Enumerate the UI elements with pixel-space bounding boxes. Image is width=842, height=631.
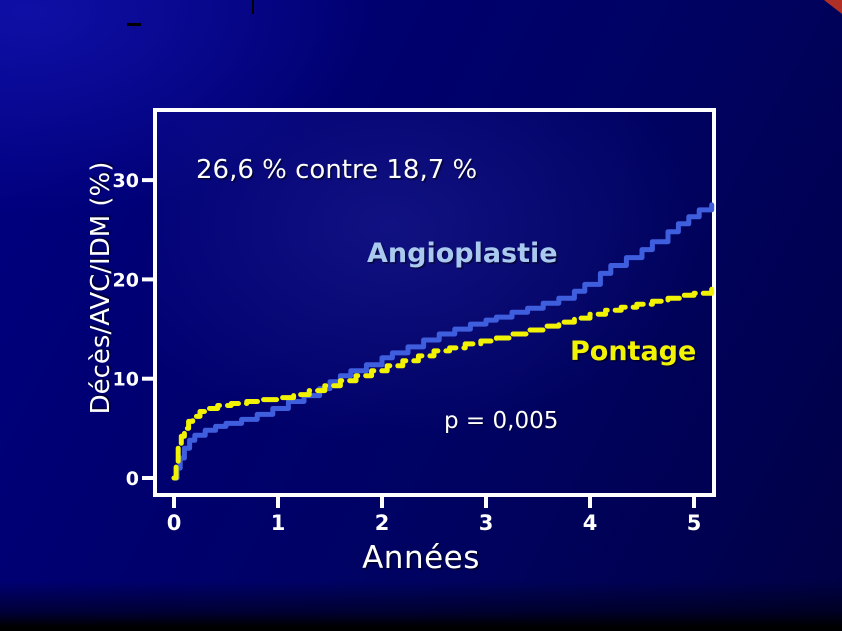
- y-axis-title: Décès/AVC/IDM (%): [86, 161, 116, 415]
- svg-text:30: 30: [113, 170, 139, 192]
- svg-text:20: 20: [113, 269, 139, 291]
- p-value-annotation: p = 0,005: [444, 408, 559, 434]
- stray-mark-vertical: [252, 0, 254, 14]
- svg-text:1: 1: [271, 511, 286, 535]
- stray-mark-dash: [127, 23, 141, 26]
- svg-text:3: 3: [479, 511, 494, 535]
- svg-text:4: 4: [583, 511, 598, 535]
- series-label-angioplastie: Angioplastie: [367, 238, 558, 269]
- series-label-pontage: Pontage: [570, 336, 697, 367]
- chart-title: 26,6 % contre 18,7 %: [196, 155, 478, 185]
- x-axis-title: Années: [362, 540, 480, 576]
- svg-text:0: 0: [167, 511, 182, 535]
- svg-text:10: 10: [113, 369, 139, 391]
- corner-accent-icon: [824, 0, 842, 14]
- svg-text:5: 5: [687, 511, 702, 535]
- svg-text:0: 0: [126, 468, 139, 490]
- svg-text:2: 2: [375, 511, 390, 535]
